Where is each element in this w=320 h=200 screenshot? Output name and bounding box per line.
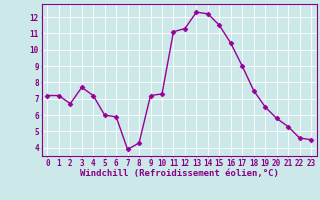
X-axis label: Windchill (Refroidissement éolien,°C): Windchill (Refroidissement éolien,°C) [80,169,279,178]
